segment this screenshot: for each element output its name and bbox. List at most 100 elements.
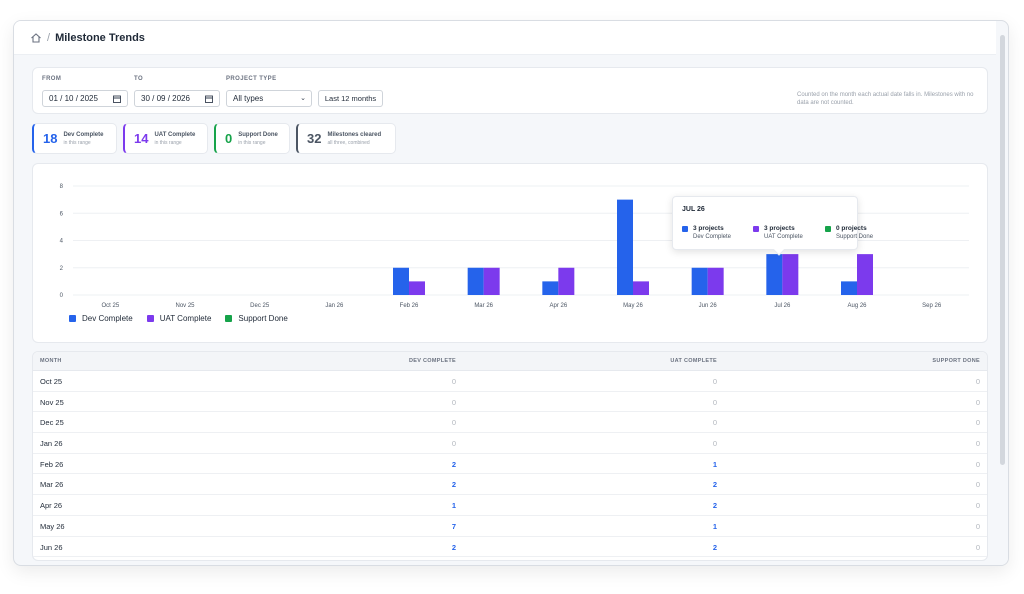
bar-uat-complete[interactable] — [707, 267, 724, 295]
y-tick-label: 6 — [60, 211, 64, 217]
cell-uat-complete: 0 — [712, 377, 717, 386]
x-tick-label: May 26 — [623, 303, 643, 309]
cell-uat-complete: 1 — [712, 459, 717, 469]
bar-uat-complete[interactable] — [782, 254, 799, 295]
bar-dev-complete[interactable] — [542, 281, 559, 295]
filter-panel: FROM 01 / 10 / 2025 TO 30 / 09 / 2026 PR… — [32, 67, 988, 114]
kpi-value: 0 — [225, 131, 233, 146]
legend-item-uat[interactable]: UAT Complete — [146, 314, 212, 323]
to-date-value: 30 / 09 / 2026 — [141, 94, 190, 103]
bar-uat-complete[interactable] — [409, 281, 425, 295]
filter-note: Counted on the month each actual date fa… — [797, 92, 974, 106]
table-row: Jun 26 2 2 0 — [33, 537, 987, 558]
data-table: MONTH DEV COMPLETE UAT COMPLETE SUPPORT … — [32, 351, 988, 561]
scrollbar-thumb[interactable] — [1000, 35, 1005, 465]
cell-support-done: 0 — [975, 459, 980, 469]
kpi-label: Support Done — [238, 131, 278, 138]
y-tick-label: 8 — [60, 184, 64, 190]
cell-uat-complete: 2 — [712, 501, 717, 511]
cell-dev-complete: 0 — [451, 377, 456, 386]
column-header-support[interactable]: SUPPORT DONE — [932, 358, 980, 364]
bar-dev-complete[interactable] — [766, 254, 783, 295]
table-body: Oct 25 0 0 0 Nov 25 0 0 0 Dec 25 0 0 0 Jan 26 0 0 0 Feb … — [33, 371, 987, 558]
kpi-value: 14 — [134, 131, 149, 146]
cell-dev-complete: 0 — [451, 418, 456, 428]
kpi-uat-complete: 14 UAT Complete in this range — [123, 123, 208, 154]
tooltip-label: Dev Complete — [693, 234, 732, 240]
bar-dev-complete[interactable] — [691, 267, 708, 295]
kpi-sub: all three, combined — [327, 139, 370, 146]
x-tick-label: Sep 26 — [922, 303, 942, 309]
tooltip-value: 3 projects — [764, 225, 795, 232]
bar-dev-complete[interactable] — [467, 267, 484, 295]
project-type-select[interactable]: All types ⌄ — [226, 90, 312, 107]
column-header-dev[interactable]: DEV COMPLETE — [409, 358, 456, 364]
legend-item-dev[interactable]: Dev Complete — [69, 314, 133, 323]
to-date-input[interactable]: 30 / 09 / 2026 — [134, 90, 220, 107]
column-header-month[interactable]: MONTH — [40, 358, 62, 364]
cell-month: Nov 25 — [40, 397, 64, 407]
cell-uat-complete: 1 — [712, 521, 717, 531]
x-tick-label: Dec 25 — [250, 303, 270, 309]
bar-uat-complete[interactable] — [633, 281, 649, 295]
x-tick-label: Apr 26 — [549, 303, 567, 309]
tooltip-swatch — [682, 226, 688, 232]
calendar-icon[interactable] — [113, 95, 121, 103]
bar-uat-complete[interactable] — [857, 254, 873, 295]
legend-swatch — [146, 315, 154, 322]
home-icon[interactable] — [30, 32, 42, 44]
bar-uat-complete[interactable] — [483, 267, 500, 295]
main-content: FROM 01 / 10 / 2025 TO 30 / 09 / 2026 PR… — [32, 67, 988, 561]
kpi-sub: in this range — [63, 139, 91, 146]
table-row: Dec 25 0 0 0 — [33, 412, 987, 434]
y-tick-label: 0 — [60, 293, 64, 299]
cell-dev-complete: 0 — [451, 397, 456, 407]
chart-panel: 0 2 4 6 8 Oct 25 Nov 25 Dec 25 Jan 26 Feb 26 Mar 2… — [32, 163, 988, 343]
bar-uat-complete[interactable] — [558, 267, 575, 295]
cell-support-done: 0 — [975, 397, 980, 407]
kpi-milestones-cleared: 32 Milestones cleared all three, combined — [296, 123, 396, 154]
project-type-value: All types — [233, 94, 264, 103]
breadcrumb-separator: / — [47, 31, 51, 44]
column-header-uat[interactable]: UAT COMPLETE — [670, 358, 717, 364]
kpi-label: Milestones cleared — [327, 131, 382, 138]
table-header: MONTH DEV COMPLETE UAT COMPLETE SUPPORT … — [33, 352, 987, 371]
table-row: Oct 25 0 0 0 — [33, 371, 987, 392]
legend-label: Support Done — [238, 314, 288, 323]
cell-dev-complete: 2 — [451, 542, 456, 552]
table-row: Jan 26 0 0 0 — [33, 433, 987, 454]
last-12-months-button[interactable]: Last 12 months — [318, 90, 383, 107]
kpi-label: Dev Complete — [63, 131, 104, 138]
x-tick-label: Nov 25 — [175, 303, 195, 309]
calendar-icon[interactable] — [205, 95, 213, 103]
cell-uat-complete: 0 — [712, 418, 717, 428]
cell-support-done: 0 — [975, 501, 980, 511]
page-title: Milestone Trends — [55, 31, 145, 44]
y-tick-label: 4 — [60, 239, 64, 245]
kpi-value: 18 — [43, 131, 58, 146]
kpi-support-done: 0 Support Done in this range — [214, 123, 290, 154]
kpi-sub: in this range — [154, 139, 182, 146]
cell-month: Mar 26 — [40, 480, 64, 490]
cell-uat-complete: 0 — [712, 397, 717, 407]
from-date-input[interactable]: 01 / 10 / 2025 — [42, 90, 128, 107]
cell-month: Jun 26 — [40, 542, 63, 552]
tooltip-title: JUL 26 — [682, 206, 705, 213]
scrollbar[interactable] — [996, 35, 1008, 565]
kpi-row: 18 Dev Complete in this range 14 UAT Comp… — [32, 123, 988, 155]
kpi-value: 32 — [307, 131, 322, 146]
cell-month: Oct 25 — [40, 377, 63, 386]
legend-label: UAT Complete — [159, 314, 212, 323]
cell-support-done: 0 — [975, 542, 980, 552]
cell-uat-complete: 0 — [712, 439, 717, 449]
x-tick-label: Feb 26 — [400, 303, 419, 309]
kpi-label: UAT Complete — [154, 131, 196, 138]
bar-dev-complete[interactable] — [617, 199, 633, 295]
legend-item-support[interactable]: Support Done — [225, 314, 288, 323]
bar-dev-complete[interactable] — [393, 267, 409, 295]
bar-dev-complete[interactable] — [841, 281, 857, 295]
cell-support-done: 0 — [975, 480, 980, 490]
cell-dev-complete: 2 — [451, 459, 456, 469]
from-date-value: 01 / 10 / 2025 — [49, 94, 98, 103]
cell-dev-complete: 1 — [451, 501, 456, 511]
